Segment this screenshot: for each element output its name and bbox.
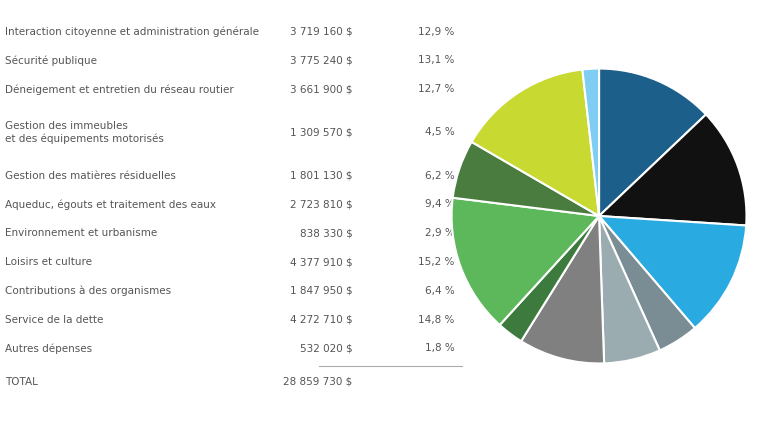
Text: 3 661 900 $: 3 661 900 $ (290, 84, 353, 94)
Wedge shape (521, 216, 604, 363)
Text: 15,2 %: 15,2 % (419, 257, 455, 267)
Wedge shape (599, 114, 746, 226)
Text: 4 272 710 $: 4 272 710 $ (290, 314, 353, 325)
Wedge shape (599, 216, 660, 363)
Text: Service de la dette: Service de la dette (5, 314, 103, 325)
Wedge shape (582, 69, 599, 216)
Text: 12,9 %: 12,9 % (419, 27, 455, 37)
Text: Contributions à des organismes: Contributions à des organismes (5, 286, 171, 296)
Text: 4,5 %: 4,5 % (425, 127, 455, 137)
Text: 3 719 160 $: 3 719 160 $ (290, 27, 353, 37)
Text: 2,9 %: 2,9 % (425, 228, 455, 238)
Text: 2 723 810 $: 2 723 810 $ (290, 200, 353, 210)
Text: Interaction citoyenne et administration générale: Interaction citoyenne et administration … (5, 26, 259, 37)
Text: 28 859 730 $: 28 859 730 $ (283, 377, 353, 387)
Text: Loisirs et culture: Loisirs et culture (5, 257, 91, 267)
Text: 6,2 %: 6,2 % (425, 171, 455, 181)
Text: 1 309 570 $: 1 309 570 $ (290, 127, 353, 137)
Text: Gestion des matières résiduelles: Gestion des matières résiduelles (5, 171, 176, 181)
Text: Déneigement et entretien du réseau routier: Déneigement et entretien du réseau routi… (5, 84, 233, 95)
Wedge shape (500, 216, 599, 341)
Wedge shape (452, 198, 599, 325)
Text: 1,8 %: 1,8 % (425, 343, 455, 353)
Wedge shape (599, 216, 695, 350)
Text: 3 775 240 $: 3 775 240 $ (290, 55, 353, 66)
Text: 532 020 $: 532 020 $ (300, 343, 353, 353)
Text: 6,4 %: 6,4 % (425, 286, 455, 296)
Text: TOTAL: TOTAL (5, 377, 38, 387)
Wedge shape (452, 142, 599, 216)
Text: 12,7 %: 12,7 % (419, 84, 455, 94)
Text: Autres dépenses: Autres dépenses (5, 343, 92, 354)
Text: Environnement et urbanisme: Environnement et urbanisme (5, 228, 157, 238)
Text: Gestion des immeubles
et des équipements motorisés: Gestion des immeubles et des équipements… (5, 121, 164, 143)
Text: 9,4 %: 9,4 % (425, 200, 455, 210)
Text: Aqueduc, égouts et traitement des eaux: Aqueduc, égouts et traitement des eaux (5, 199, 216, 210)
Text: 838 330 $: 838 330 $ (300, 228, 353, 238)
Text: 1 847 950 $: 1 847 950 $ (290, 286, 353, 296)
Text: Sécurité publique: Sécurité publique (5, 55, 97, 66)
Wedge shape (599, 216, 746, 328)
Wedge shape (599, 69, 706, 216)
Wedge shape (472, 70, 599, 216)
Text: 14,8 %: 14,8 % (419, 314, 455, 325)
Text: 4 377 910 $: 4 377 910 $ (290, 257, 353, 267)
Text: 1 801 130 $: 1 801 130 $ (290, 171, 353, 181)
Text: 13,1 %: 13,1 % (419, 55, 455, 66)
